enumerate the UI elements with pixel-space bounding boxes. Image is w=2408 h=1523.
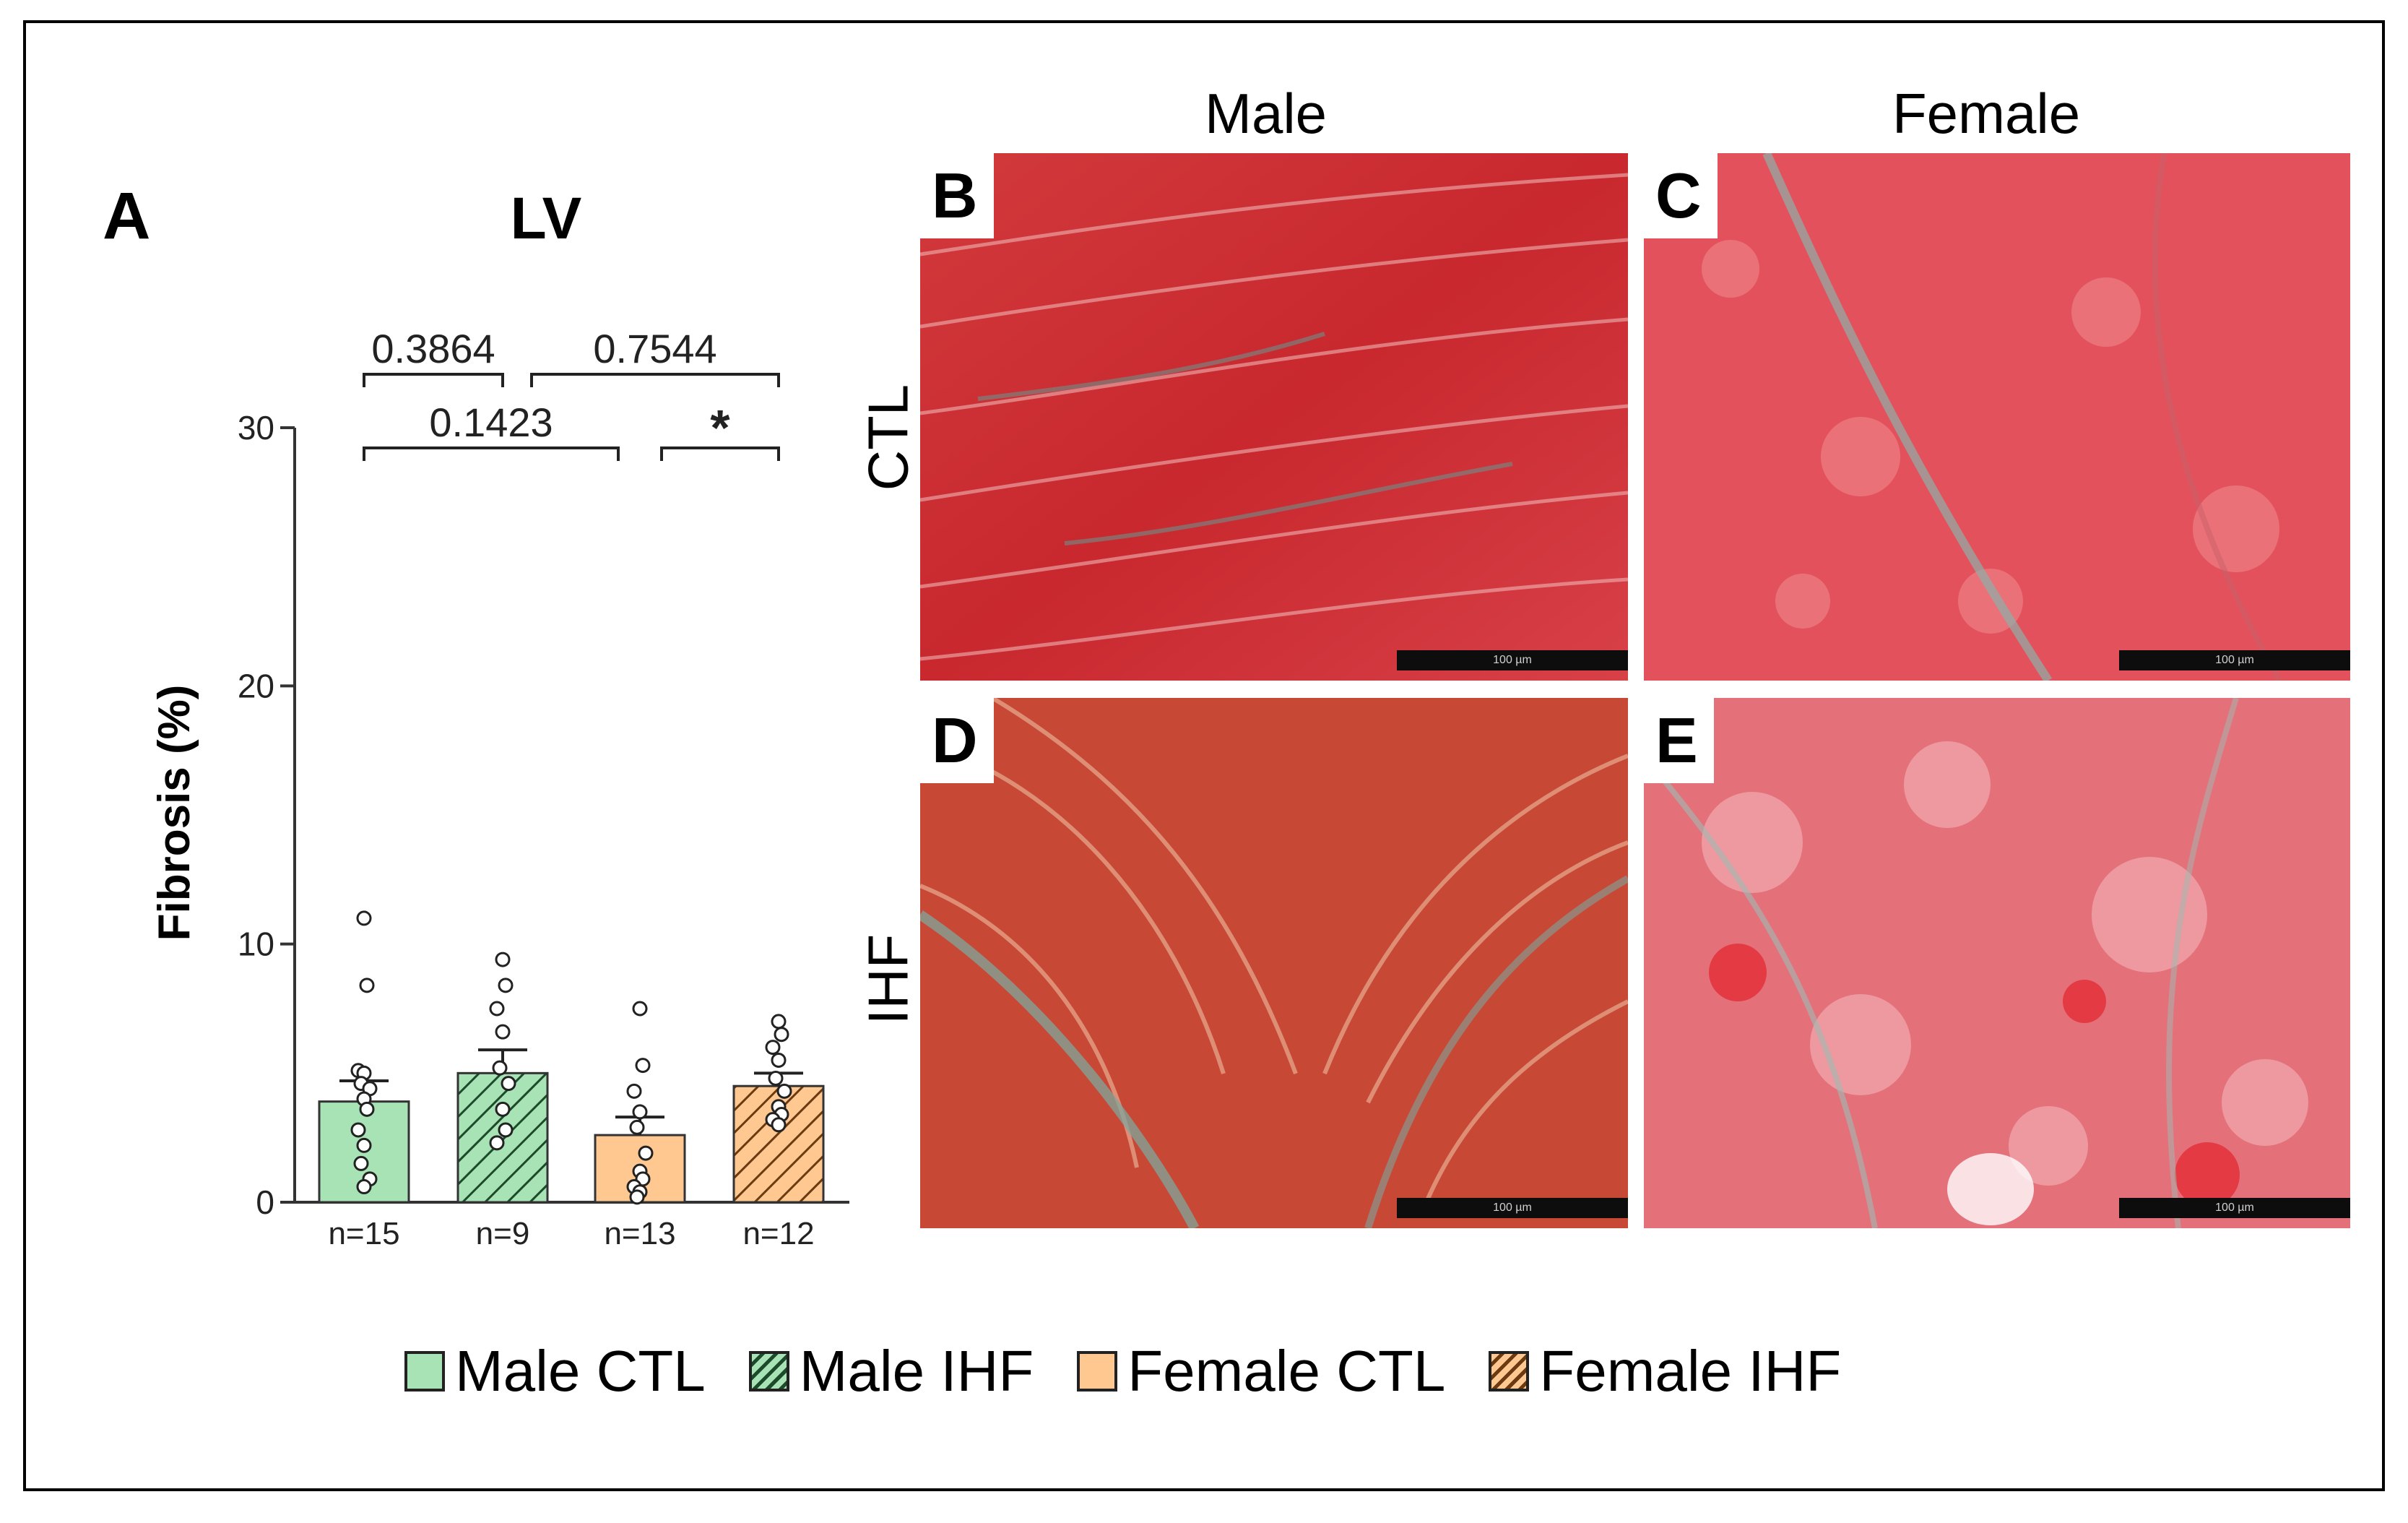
data-point-1-8 <box>489 1135 505 1151</box>
micrograph-male-ihf: D 100 µm <box>920 698 1628 1228</box>
data-point-1-1 <box>498 978 514 993</box>
y-tick-label-30: 30 <box>238 409 274 446</box>
data-point-0-12 <box>356 1179 372 1195</box>
column-header-female: Female <box>1892 82 2081 145</box>
tissue-image-d <box>920 698 1628 1228</box>
legend-item-female-ctl: Female CTL <box>1077 1338 1445 1405</box>
data-point-1-6 <box>495 1101 511 1117</box>
column-header-male: Male <box>1205 82 1328 145</box>
y-tick-label-20: 20 <box>238 667 274 704</box>
scale-bar-d: 100 µm <box>1397 1198 1628 1218</box>
comparison-label-2-3: * <box>710 400 730 456</box>
comparison-bracket-0-2 <box>363 446 620 461</box>
data-point-3-0 <box>771 1014 787 1030</box>
scale-bar-e: 100 µm <box>2119 1198 2350 1218</box>
n-label-0: n=15 <box>328 1216 399 1251</box>
row-header-ihf: IHF <box>856 933 920 1025</box>
legend-label-male-ctl: Male CTL <box>455 1339 706 1403</box>
comparison-bracket-0-1 <box>363 373 504 387</box>
micrograph-male-ctl: B 100 µm <box>920 153 1628 681</box>
legend-label-male-ihf: Male IHF <box>799 1339 1034 1403</box>
legend-swatch-female-ihf <box>1489 1351 1530 1392</box>
data-point-1-2 <box>489 1001 505 1017</box>
legend-swatch-male-ihf <box>748 1351 789 1392</box>
data-point-2-1 <box>635 1058 651 1074</box>
data-point-0-7 <box>359 1101 375 1117</box>
legend-swatch-male-ctl <box>404 1351 445 1392</box>
n-label-2: n=13 <box>604 1216 675 1251</box>
data-point-1-3 <box>495 1024 511 1040</box>
data-point-2-0 <box>632 1001 648 1017</box>
legend-item-male-ihf: Male IHF <box>748 1338 1034 1405</box>
comparison-label-1-3: 0.7544 <box>593 326 716 371</box>
data-point-3-2 <box>765 1040 781 1056</box>
micrograph-female-ihf: E 100 µm <box>1644 698 2350 1228</box>
data-point-1-7 <box>498 1122 514 1138</box>
data-point-2-10 <box>629 1189 645 1205</box>
scale-bar-c: 100 µm <box>2119 650 2350 670</box>
data-point-3-3 <box>771 1052 787 1068</box>
tissue-image-b <box>920 153 1628 681</box>
panel-letter-d: D <box>920 698 994 783</box>
comparison-label-0-1: 0.3864 <box>371 326 495 371</box>
legend-item-male-ctl: Male CTL <box>404 1338 706 1405</box>
panel-letter-e: E <box>1644 698 1714 783</box>
chart-title: LV <box>511 186 582 251</box>
scale-bar-b: 100 µm <box>1397 650 1628 670</box>
panel-letter-a: A <box>103 179 150 253</box>
figure-frame <box>23 20 2385 1491</box>
row-header-ctl: CTL <box>856 384 920 491</box>
bar-1 <box>456 1071 549 1204</box>
y-tick-label-0: 0 <box>256 1183 274 1221</box>
data-point-0-9 <box>356 1137 372 1153</box>
n-label-3: n=12 <box>742 1216 814 1251</box>
data-point-1-4 <box>492 1060 508 1076</box>
legend-swatch-female-ctl <box>1077 1351 1118 1392</box>
legend-label-female-ctl: Female CTL <box>1127 1339 1446 1403</box>
comparison-bracket-1-3 <box>530 373 780 387</box>
data-point-3-4 <box>768 1070 784 1086</box>
n-label-1: n=9 <box>476 1216 530 1251</box>
legend-item-female-ihf: Female IHF <box>1489 1338 1841 1405</box>
data-point-2-5 <box>638 1145 654 1161</box>
y-tick-label-10: 10 <box>238 926 274 963</box>
tissue-image-e <box>1644 698 2350 1228</box>
data-point-3-1 <box>774 1027 789 1043</box>
tissue-image-c <box>1644 153 2350 681</box>
comparison-label-0-2: 0.1423 <box>429 400 553 445</box>
micrograph-female-ctl: C 100 µm <box>1644 153 2350 681</box>
panel-letter-c: C <box>1644 153 1718 238</box>
data-point-2-3 <box>632 1104 648 1120</box>
data-point-2-2 <box>626 1083 642 1099</box>
data-point-0-1 <box>359 978 375 993</box>
data-point-3-9 <box>771 1117 787 1133</box>
legend-label-female-ihf: Female IHF <box>1539 1339 1842 1403</box>
data-point-0-0 <box>356 910 372 926</box>
legend: Male CTL Male IHF Female CTL Female IHF <box>404 1335 1841 1407</box>
data-point-0-10 <box>353 1155 369 1171</box>
data-point-2-4 <box>629 1119 645 1135</box>
data-point-0-8 <box>350 1122 366 1138</box>
y-axis-label: Fibrosis (%) <box>150 685 199 941</box>
panel-letter-b: B <box>920 153 994 238</box>
data-point-3-5 <box>776 1083 792 1099</box>
data-point-1-0 <box>495 952 511 967</box>
comparison-bracket-2-3 <box>660 446 780 461</box>
data-point-1-5 <box>501 1076 516 1092</box>
